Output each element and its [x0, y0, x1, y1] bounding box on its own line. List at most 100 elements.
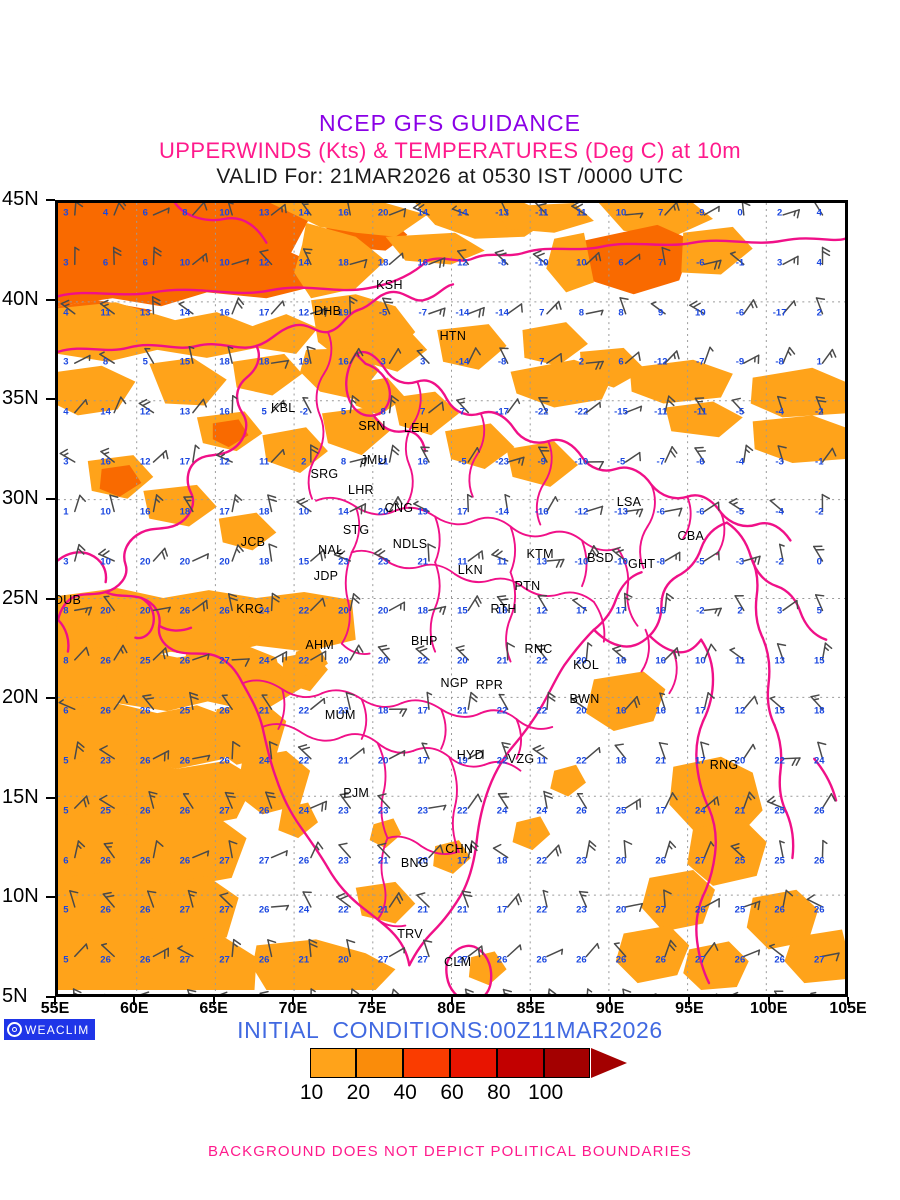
- temperature-value: 23: [338, 705, 349, 717]
- temperature-value: 1: [816, 356, 822, 368]
- weather-map[interactable]: 3 4 6 8 10 13 14 16 20 14 14 -13 -11 11 10 7 -9 0 2 4 3 6 6 10 1…: [55, 200, 848, 997]
- wind-barb-feather: [142, 401, 151, 407]
- city-label: LEH: [403, 421, 430, 436]
- wind-barb-feather: [815, 396, 826, 399]
- wind-barb-half-feather: [351, 399, 357, 404]
- temperature-value: 26: [179, 655, 191, 667]
- temperature-value: 4: [816, 207, 822, 219]
- wind-barb-shaft: [623, 840, 627, 859]
- temperature-value: 27: [179, 954, 191, 966]
- wind-barb-feather: [559, 558, 565, 568]
- weaclim-badge[interactable]: WEACLIM: [4, 1019, 96, 1040]
- wind-barb-half-feather: [829, 352, 833, 358]
- wind-barb-shaft: [728, 501, 745, 513]
- wind-barb-shaft: [74, 943, 88, 958]
- wind-barb-shaft: [703, 692, 709, 711]
- temperature-value: 20: [377, 755, 389, 767]
- temperature-value: 10: [695, 655, 706, 667]
- wind-barb-feather: [333, 548, 342, 556]
- wind-barb-shaft: [779, 840, 784, 859]
- temperature-value: 12: [298, 307, 310, 319]
- temperature-value: 5: [261, 406, 267, 418]
- wind-barb-shaft: [192, 398, 205, 414]
- temperature-value: 18: [496, 855, 508, 867]
- y-axis-tick-label: 5N: [2, 985, 28, 1007]
- wind-barb-shaft: [231, 258, 250, 266]
- temperature-value: 6: [142, 207, 148, 219]
- wind-barb-feather: [99, 794, 108, 801]
- temperature-value: 11: [259, 456, 270, 468]
- temperature-value: 7: [539, 307, 545, 319]
- wind-barb-shaft: [730, 845, 745, 859]
- temperature-value: -4: [735, 456, 745, 468]
- temperature-value: 26: [139, 904, 151, 916]
- temperature-value: -8: [497, 257, 507, 269]
- wind-barb-shaft: [99, 302, 115, 315]
- wind-barb-half-feather: [754, 902, 757, 909]
- wind-barb-shaft: [302, 891, 312, 908]
- temperature-value: 18: [258, 556, 270, 568]
- city-label: BSD: [587, 550, 614, 565]
- temperature-value: 11: [734, 655, 745, 667]
- temperature-value: 14: [179, 307, 191, 319]
- wind-barb-shaft: [703, 607, 722, 612]
- wind-barb-shaft: [498, 693, 509, 711]
- wind-barb-shaft: [782, 757, 801, 760]
- wind-barb-shaft: [74, 606, 93, 612]
- temperature-value: 22: [417, 655, 429, 667]
- wind-barb-shaft: [502, 988, 506, 994]
- wind-barb-shaft: [270, 203, 286, 216]
- temperature-value: 20: [615, 904, 627, 916]
- wind-barb-shaft: [664, 446, 673, 463]
- temperature-value: 24: [536, 805, 548, 817]
- temperature-value: 26: [576, 805, 587, 817]
- wind-barb-feather: [502, 988, 512, 993]
- wind-barb-shaft: [501, 203, 509, 216]
- temperature-value: 21: [655, 755, 666, 767]
- wind-barb-half-feather: [206, 553, 209, 560]
- wind-barb-shaft: [743, 555, 761, 562]
- wind-barb-feather: [638, 508, 644, 518]
- temperature-value: 7: [658, 207, 664, 219]
- wind-barb-feather: [357, 644, 364, 653]
- wind-barb-half-feather: [596, 942, 600, 949]
- wind-barb-shaft: [349, 503, 367, 513]
- wind-barb-feather: [142, 694, 152, 697]
- wind-barb-shaft: [192, 850, 210, 859]
- wind-barb-half-feather: [502, 745, 509, 749]
- wind-barb-shaft: [703, 898, 720, 908]
- wind-barb-feather: [831, 447, 837, 457]
- wind-barb-shaft: [743, 354, 760, 364]
- temperature-value: -2: [775, 556, 784, 568]
- temperature-value: 26: [179, 855, 191, 867]
- wind-barb-shaft: [177, 947, 194, 958]
- wind-barb-feather: [669, 449, 676, 458]
- temperature-value: 20: [576, 705, 587, 717]
- wind-barb-feather: [574, 203, 584, 209]
- wind-barb-feather: [776, 643, 787, 647]
- wind-barb-feather: [100, 447, 110, 453]
- city-label: NDLS: [392, 536, 428, 551]
- wind-barb-feather: [557, 844, 562, 854]
- wind-barb-feather: [835, 952, 840, 962]
- city-label: STG: [342, 522, 370, 537]
- temperature-value: 17: [457, 506, 468, 518]
- x-axis-tick-label: 80E: [437, 1000, 466, 1017]
- wind-barb-half-feather: [162, 452, 165, 459]
- wind-barb-feather: [777, 395, 787, 399]
- wind-barb-feather: [392, 444, 400, 452]
- wind-barb-shaft: [585, 642, 589, 661]
- wind-barb-feather: [461, 890, 472, 894]
- valid-time: VALID For: 21MAR2026 at 0530 IST /0000 U…: [216, 165, 684, 188]
- wind-barb-half-feather: [812, 698, 820, 701]
- y-axis-tick-mark: [46, 996, 55, 998]
- wind-barb-half-feather: [587, 988, 593, 993]
- wind-barb-shaft: [664, 350, 678, 364]
- wind-barb-shaft: [231, 494, 237, 513]
- wind-barb-feather: [560, 353, 563, 363]
- wind-barb-shaft: [268, 741, 273, 760]
- temperature-value: 26: [813, 805, 825, 817]
- wind-barb-half-feather: [282, 300, 285, 307]
- temperature-value: 15: [298, 556, 310, 568]
- temperature-value: -10: [614, 556, 628, 568]
